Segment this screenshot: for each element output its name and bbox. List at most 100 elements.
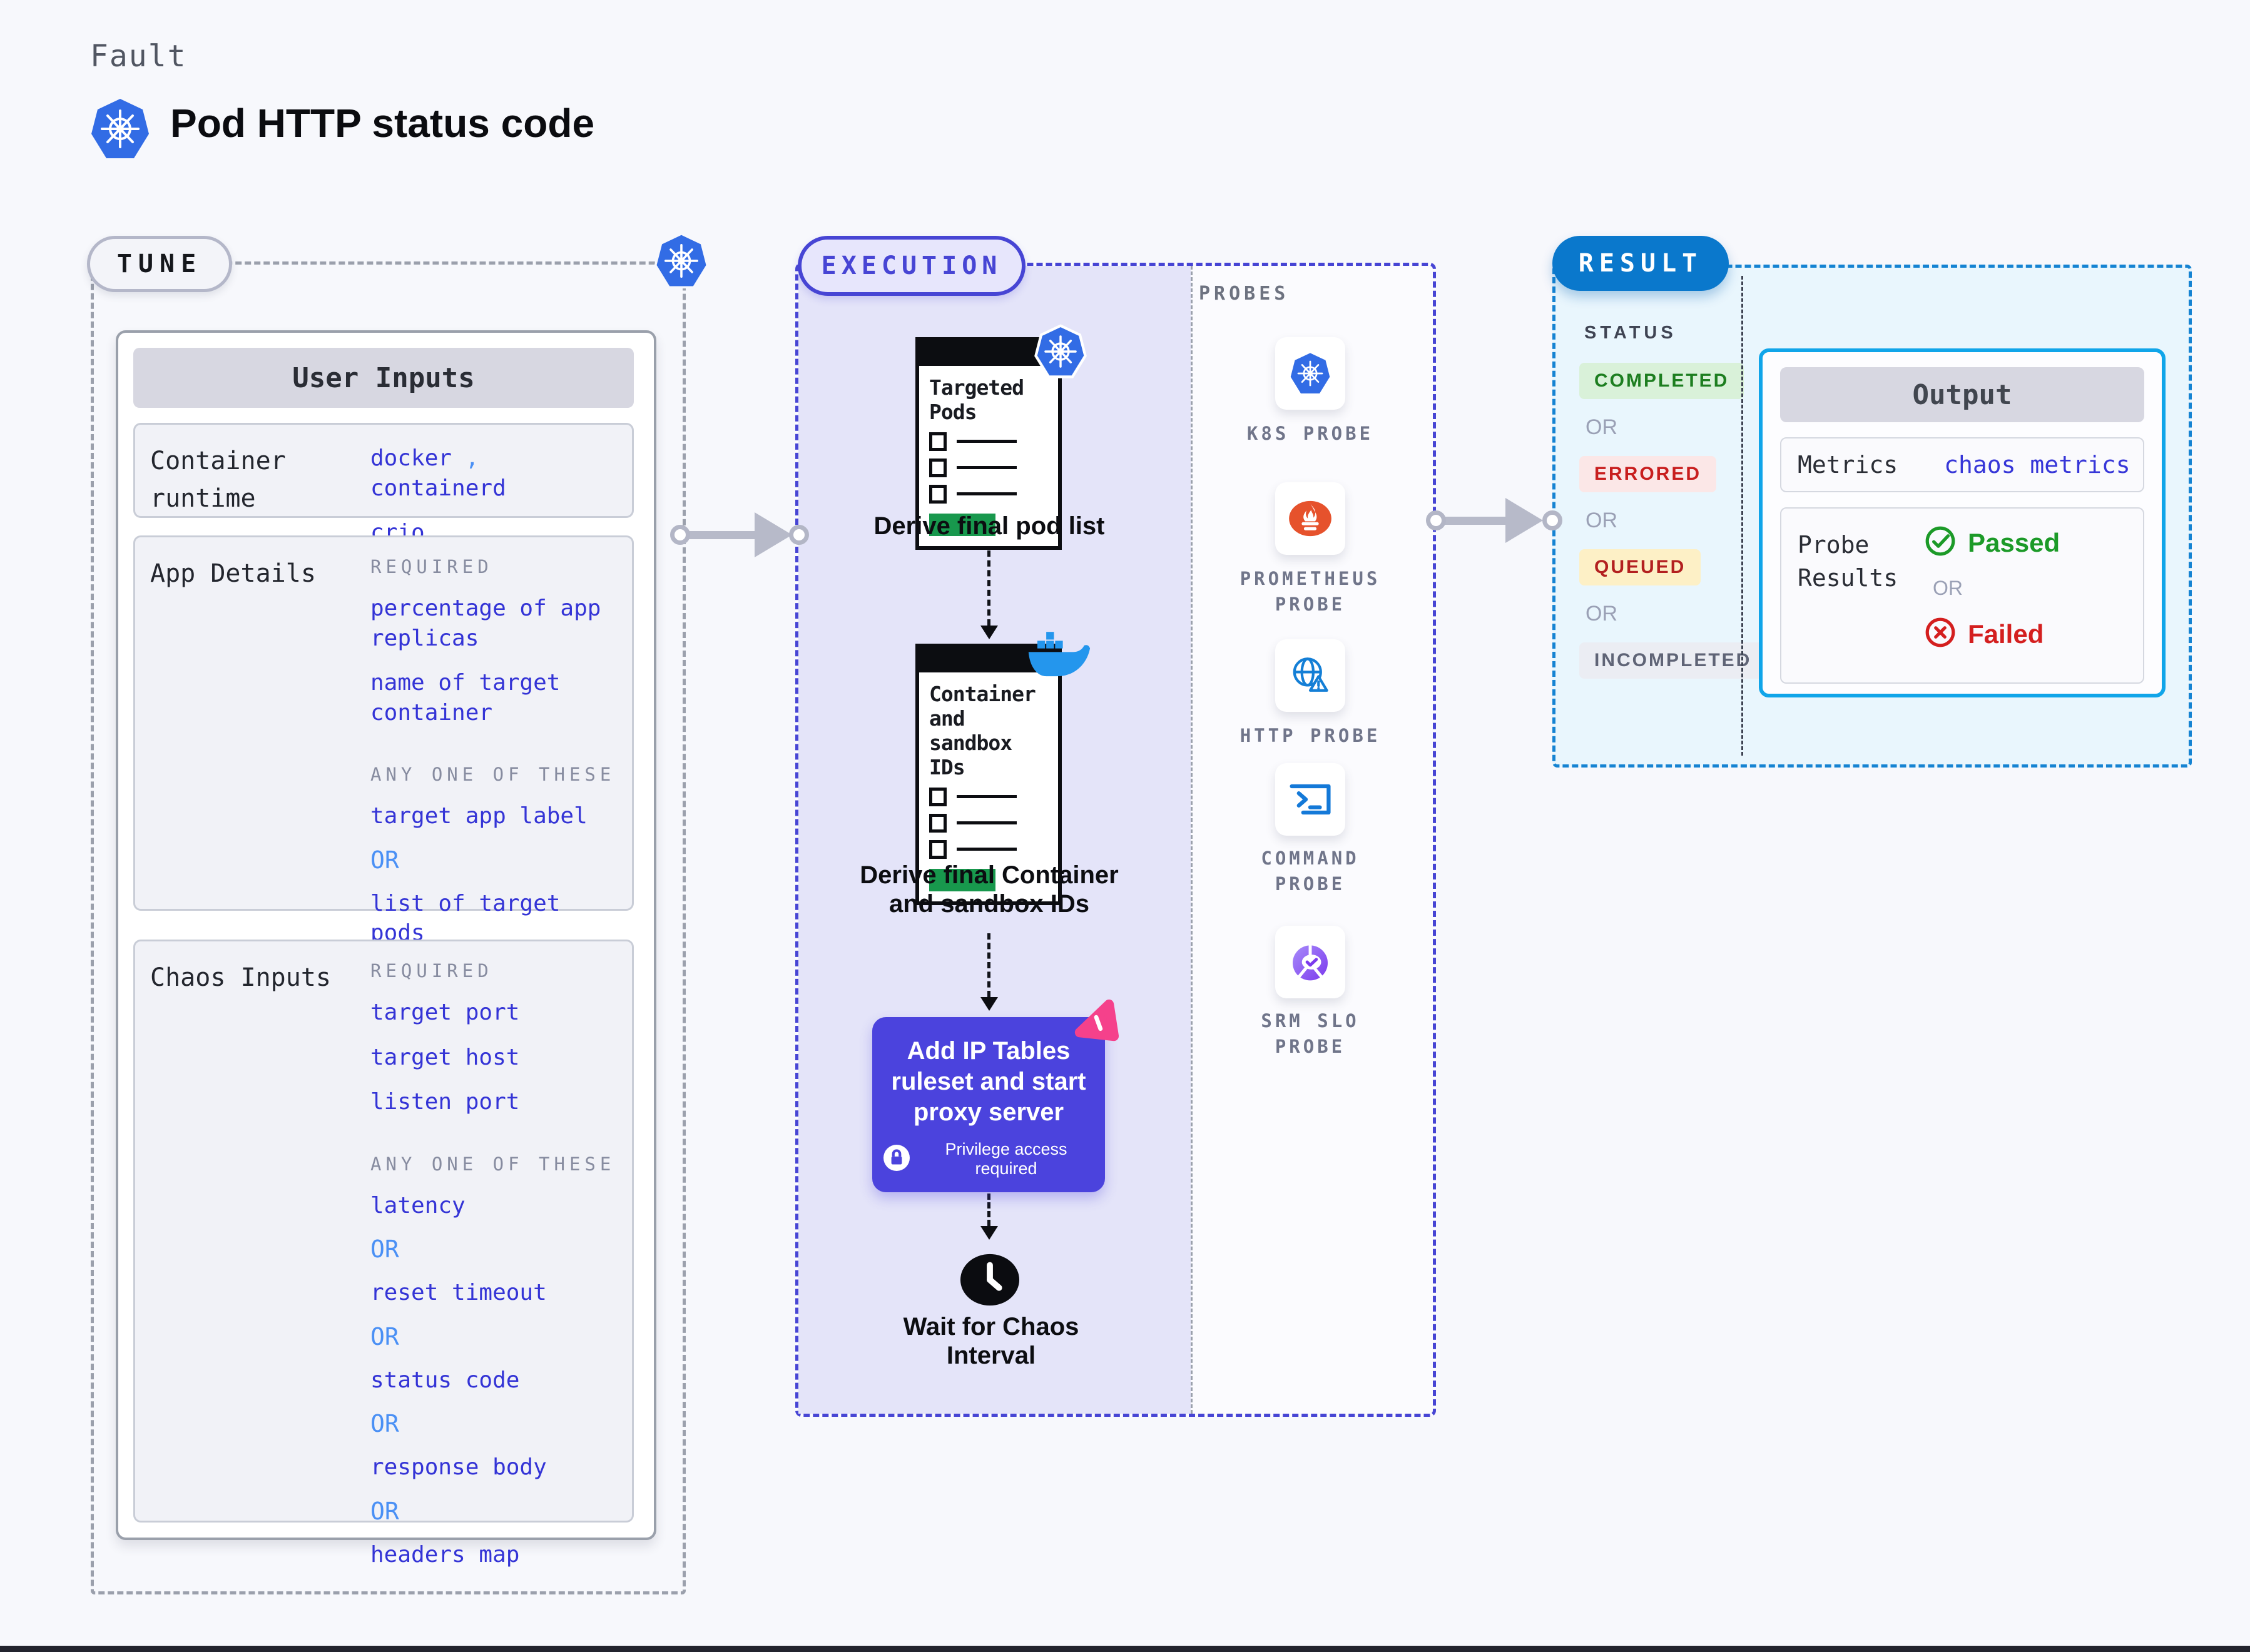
output-card: Output Metrics chaos metrics Probe Resul… [1759,348,2166,697]
probe-label: PROMETHEUS PROBE [1240,568,1381,615]
or-label: OR [1586,509,1617,532]
status-heading: STATUS [1584,323,1677,343]
prometheus-probe-card [1275,482,1345,555]
targeted-pods-title: Targeted Pods [929,375,1024,424]
node1-caption: Derive final pod list [873,512,1105,540]
clock-icon [959,1252,1021,1307]
app-required-item: name of target container [370,670,561,726]
chaos-inputs-label: Chaos Inputs [150,963,331,992]
arrow-line [1444,517,1509,525]
passed-row: Passed [1924,525,2060,560]
probe-label: HTTP PROBE [1240,725,1381,746]
wait-caption: Wait for Chaos Interval [903,1313,1079,1369]
probes-divider [1191,266,1193,1414]
container-sandbox-title: Container and sandbox IDs [929,682,1036,779]
checklist-item [929,432,1058,451]
arrow-line [688,531,758,539]
status-output-divider [1741,276,1743,756]
arrow-head [1505,498,1543,543]
flow-connector [987,550,990,626]
connector-dot [1426,510,1446,530]
any-one-heading: ANY ONE OF THESE [370,764,616,786]
status-list: COMPLETED OR ERRORED OR QUEUED OR INCOMP… [1579,363,1767,679]
tune-section [91,261,686,1594]
green-bar [929,868,995,891]
docker-icon [1026,631,1091,681]
container-sandbox-node: Container and sandbox IDs [915,644,1062,905]
status-badge: COMPLETED [1579,363,1744,399]
kubernetes-icon [89,98,151,161]
chaos-any-item: headers map [370,1541,520,1568]
app-any-item: target app label [370,803,588,829]
chaos-required-item: target host [370,1044,520,1070]
runtime-values: docker , containerd [370,445,506,501]
probe-label: SRM SLO PROBE [1261,1010,1360,1057]
chaos-required-item: listen port [370,1089,520,1115]
status-badge: QUEUED [1579,549,1701,585]
http-probe-card [1275,639,1345,712]
required-heading: REQUIRED [370,556,493,577]
clipboard-header [919,341,1058,366]
check-circle-icon [1924,525,1957,560]
probe-results-label: Probe Results [1798,531,1898,592]
flow-connector [987,933,990,997]
user-inputs-card: User Inputs Container runtime docker , c… [116,330,656,1568]
targeted-pods-node: Targeted Pods [915,337,1062,550]
chaos-logo-icon [1071,997,1120,1046]
probe-label: COMMAND PROBE [1261,848,1360,894]
container-runtime-label: Container runtime [150,447,286,513]
bottom-edge-bar [0,1646,2250,1652]
container-runtime-row: Container runtime docker , containerd cr… [133,423,634,545]
app-details-row: App Details REQUIRED percentage of app r… [133,535,634,946]
probe-label: K8S PROBE [1246,423,1374,444]
metrics-row: Metrics chaos metrics [1780,437,2144,492]
result-badge: RESULT [1552,236,1729,291]
command-probe-card [1275,763,1345,836]
checklist-item [929,813,1058,833]
or-label: OR [370,1235,399,1264]
app-any-item: list of target pods [370,890,561,946]
srm-slo-probe-card [1275,926,1345,998]
tune-badge: TUNE [87,236,232,292]
status-badge: INCOMPLETED [1579,642,1767,679]
probes-heading: PROBES [1199,283,1290,305]
chaos-any-item: response body [370,1454,547,1481]
chaos-required-item: target port [370,1000,520,1025]
privilege-note: Privilege access required [945,1140,1067,1178]
globe-warning-icon [1293,657,1328,692]
checklist-item [929,787,1058,806]
or-label: OR [1586,602,1617,626]
or-label: OR [370,1497,399,1525]
terminal-icon [1290,784,1331,815]
output-title: Output [1780,367,2144,422]
green-bar [929,513,995,536]
slo-donut-icon [1293,945,1328,981]
chaos-any-item: reset timeout [370,1280,547,1306]
action-text: Add IP Tables ruleset and start proxy se… [891,1037,1086,1126]
or-label: OR [1586,415,1617,439]
execution-badge: EXECUTION [798,236,1026,296]
status-badge: ERRORED [1579,456,1717,492]
page-title: Pod HTTP status code [170,101,595,146]
app-details-label: App Details [150,559,316,588]
flow-arrow-head [980,997,998,1011]
user-inputs-title: User Inputs [133,348,634,408]
kubernetes-icon [1290,353,1330,393]
probe-results-row: Probe Results Passed OR [1780,507,2144,684]
or-label: OR [370,846,399,874]
any-one-heading: ANY ONE OF THESE [370,1153,616,1175]
connector-dot [1542,510,1562,530]
k8s-probe-card [1275,337,1345,410]
metrics-value: chaos metrics [1944,451,2130,479]
app-required-item: percentage of app replicas [370,595,601,651]
checklist-item [929,484,1058,504]
fault-eyebrow: Fault [90,39,187,74]
failed-row: Failed [1924,616,2060,652]
node2-caption: Derive final Container and sandbox IDs [860,861,1119,918]
passed-label: Passed [1968,527,2060,557]
checklist-item [929,839,1058,859]
chaos-any-item: status code [370,1367,520,1393]
or-label: OR [370,1322,399,1350]
kubernetes-icon [653,232,710,290]
